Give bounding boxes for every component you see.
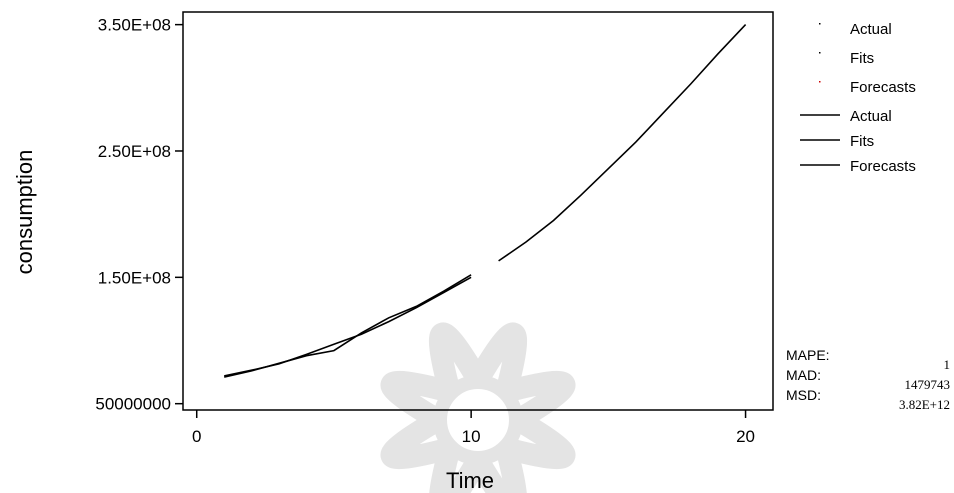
stat-value: 1 [944,357,951,372]
legend-marker [819,52,821,54]
stat-label: MAPE: [786,347,830,363]
y-tick-label: 2.50E+08 [98,142,171,161]
watermark-logo [380,322,576,493]
series-layer [224,24,747,378]
legend-label: Forecasts [850,79,916,96]
x-tick-label: 20 [736,427,755,446]
legend-label: Actual [850,21,892,38]
legend-label: Fits [850,50,874,67]
watermark-petal [503,370,576,430]
y-tick-label: 3.50E+08 [98,16,171,35]
x-tick-label: 10 [462,427,481,446]
stat-value: 1479743 [905,377,951,392]
watermark-petal [468,322,528,395]
x-axis-title: Time [446,468,494,493]
legend-marker [819,81,821,83]
watermark-ring [433,375,523,465]
series-line-fits [224,276,472,377]
legend-label: Fits [850,133,874,150]
watermark-petal [429,445,488,493]
stat-value: 3.82E+12 [899,397,950,412]
y-tick-label: 1.50E+08 [98,268,171,287]
y-axis-title: consumption [12,150,37,275]
watermark-petal [428,322,488,395]
watermark-petal [503,410,576,470]
series-line-forecasts [498,24,747,262]
legend-label: Actual [850,108,892,125]
stat-label: MAD: [786,367,821,383]
watermark-petal [380,410,453,470]
y-tick-label: 50000000 [95,395,171,414]
x-tick-label: 0 [192,427,201,446]
accuracy-measures: MAPE: 1 MAD: 1479743 MSD: 3.82E+12 [786,347,950,412]
x-axis: 0 10 20 [192,410,755,446]
watermark-petal [468,445,527,493]
plot-frame [182,11,774,411]
legend-marker [819,23,821,25]
stat-label: MSD: [786,387,821,403]
legend-label: Forecasts [850,158,916,175]
watermark-petal [380,370,453,430]
legend: Actual Fits Forecasts Actual Fits Forecasts [800,21,916,175]
y-axis: 50000000 1.50E+08 2.50E+08 3.50E+08 [95,16,183,414]
